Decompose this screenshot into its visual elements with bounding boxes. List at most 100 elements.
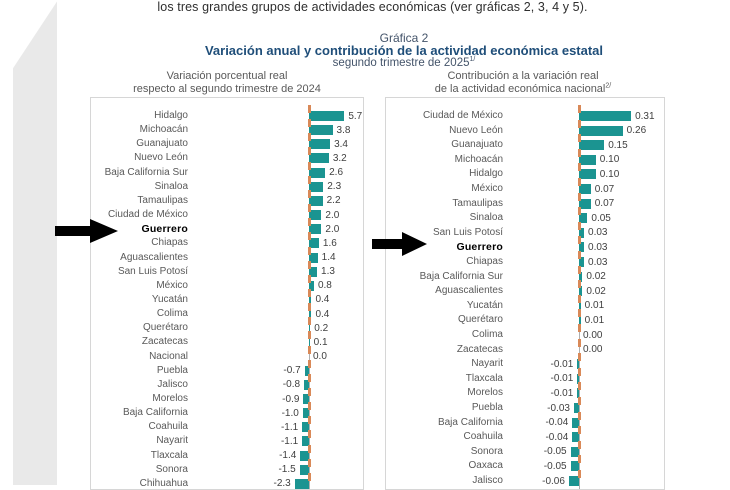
chart-row-san-luis-potos-: San Luis Potosí 0.03 (386, 221, 664, 240)
value-bar (572, 432, 579, 443)
state-label: Jalisco (472, 475, 503, 486)
value-bar (309, 111, 345, 121)
state-label: Ciudad de México (107, 209, 188, 221)
axis-tick (578, 367, 581, 376)
value-label: 0.02 (586, 285, 606, 297)
value-label: -0.04 (545, 431, 569, 443)
value-bar (579, 242, 585, 253)
value-bar (300, 450, 309, 461)
axis-tick (308, 331, 311, 340)
state-label: Guanajuato (451, 139, 503, 151)
value-label: 0.4 (315, 308, 330, 320)
state-label: Tamaulipas (452, 197, 503, 209)
state-label: Nuevo León (134, 152, 188, 164)
figure-title: Variación anual y contribución de la act… (204, 43, 604, 58)
chart-row-yucat-n: Yucatán 0.4 (91, 288, 363, 307)
value-label: 3.4 (334, 138, 348, 150)
value-bar (309, 294, 312, 305)
value-label: -0.8 (282, 379, 301, 391)
value-label: -0.04 (545, 417, 569, 429)
chart-row-tlaxcala: Tlaxcala -0.01 (386, 367, 664, 386)
value-bar (570, 461, 579, 472)
value-bar (579, 300, 581, 311)
state-label: Baja California Sur (419, 270, 503, 282)
value-label: -0.06 (542, 475, 565, 487)
state-label: Guanajuato (136, 138, 188, 150)
value-label: -0.9 (282, 393, 300, 405)
value-label: -0.01 (550, 373, 574, 385)
axis-tick (308, 189, 311, 198)
axis-tick (308, 175, 311, 184)
value-label: -1.5 (278, 464, 296, 476)
value-label: 0.07 (594, 198, 615, 210)
value-bar (309, 125, 333, 136)
value-bar (309, 309, 312, 320)
axis-tick (578, 294, 581, 303)
axis-tick (308, 373, 311, 382)
chart-row-guerrero: Guerrero 0.03 (386, 236, 664, 254)
value-label: 3.8 (336, 124, 351, 136)
chart-row-san-luis-potos-: San Luis Potosí 1.3 (91, 260, 363, 279)
value-label: 0.05 (591, 212, 611, 224)
state-label: México (156, 279, 188, 291)
value-label: -0.05 (543, 446, 567, 458)
value-bar (579, 140, 605, 151)
state-label: Ciudad de México (422, 110, 503, 121)
state-label: San Luis Potosí (117, 265, 188, 277)
axis-tick (308, 260, 311, 269)
chart-row-coahuila: Coahuila -0.04 (386, 426, 664, 444)
axis-tick (578, 338, 581, 347)
value-label: 1.3 (321, 266, 335, 278)
axis-tick (578, 353, 581, 362)
value-bar (579, 227, 585, 238)
value-label: -0.03 (547, 402, 570, 414)
intro-text: los tres grandes grupos de actividades e… (157, 0, 588, 14)
value-label: 0.03 (588, 256, 608, 268)
axis-tick (308, 274, 311, 283)
value-label: 0.02 (586, 271, 606, 283)
state-label: Morelos (152, 393, 188, 404)
state-label: Sonora (470, 445, 503, 457)
chart-row-nuevo-le-n: Nuevo León 0.26 (386, 119, 664, 138)
state-label: Hidalgo (469, 168, 503, 180)
state-label: Tamaulipas (137, 194, 188, 206)
axis-tick (308, 105, 311, 113)
state-label: Nuevo León (449, 124, 503, 136)
value-label: 1.4 (321, 252, 336, 263)
chart-row-coahuila: Coahuila -1.1 (91, 416, 363, 434)
axis-tick (578, 470, 581, 478)
state-label: Coahuila (463, 431, 503, 443)
figure-subtitle-text: segundo trimestre de 2025 (332, 57, 470, 69)
value-label: 0.4 (315, 294, 330, 306)
chart-row-puebla: Puebla -0.7 (91, 359, 363, 378)
chart-row-baja-california-sur: Baja California Sur 2.6 (91, 161, 363, 180)
axis-tick (578, 382, 581, 391)
state-label: Nayarit (471, 358, 503, 370)
value-bar (577, 388, 579, 399)
chart-row-m-xico: México 0.8 (91, 274, 363, 293)
axis-tick (578, 309, 581, 318)
axis-tick (308, 388, 311, 396)
value-bar (579, 154, 596, 165)
state-label: Colima (471, 329, 503, 340)
chart-row-tamaulipas: Tamaulipas 2.2 (91, 189, 363, 208)
state-label: Michoacán (454, 153, 503, 165)
axis-tick (578, 134, 581, 143)
chart-row-morelos: Morelos -0.01 (386, 382, 664, 400)
axis-tick (308, 232, 311, 241)
axis-tick (308, 444, 311, 453)
value-bar (309, 195, 323, 206)
value-label: 0.2 (314, 322, 329, 334)
axis-tick (308, 472, 311, 481)
axis-tick (578, 192, 581, 201)
chart-row-chiapas: Chiapas 0.03 (386, 251, 664, 269)
axis-tick (578, 178, 581, 186)
chart-row-aguascalientes: Aguascalientes 1.4 (91, 246, 363, 265)
value-label: -0.7 (283, 365, 301, 377)
chart-row-sonora: Sonora -0.05 (386, 440, 664, 459)
left-bar-chart: Hidalgo 5.7 Michoacán 3.8 Guanajuato 3.4 Nuevo… (90, 97, 364, 490)
axis-tick (308, 345, 311, 354)
value-bar (309, 280, 314, 291)
state-label: Chiapas (466, 256, 503, 267)
value-label: 0.0 (313, 351, 327, 363)
